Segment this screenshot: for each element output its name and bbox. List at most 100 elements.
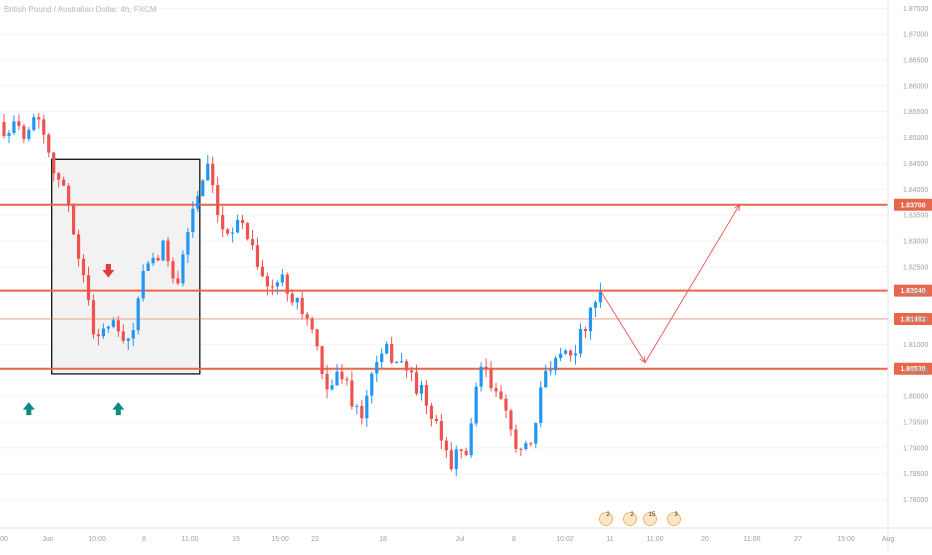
- candle-body: [330, 385, 334, 390]
- price-tick-label: 1.79500: [903, 419, 928, 426]
- candle-body: [479, 366, 483, 387]
- projection-arrowhead-up: [734, 203, 741, 211]
- event-count: 2: [606, 512, 610, 518]
- candle-body: [474, 386, 478, 424]
- level-label: 1.81492: [900, 316, 925, 323]
- candle-body: [400, 361, 404, 363]
- range-box-layer: [51, 158, 201, 375]
- candle-body: [22, 125, 26, 139]
- candle-body: [573, 353, 578, 356]
- candle-body: [265, 276, 270, 287]
- candle-body: [221, 215, 225, 230]
- price-tick-label: 1.85500: [903, 109, 928, 116]
- candle-body: [86, 275, 91, 301]
- candle-body: [583, 328, 588, 332]
- candle-body: [47, 134, 51, 153]
- price-tick-label: 1.78000: [903, 497, 928, 504]
- candle-body: [280, 274, 284, 283]
- candle-body: [419, 385, 424, 394]
- time-tick-label: Jul: [456, 536, 465, 543]
- candle-body: [519, 448, 523, 450]
- candle-body: [315, 329, 319, 347]
- candle-body: [439, 421, 443, 441]
- candle-body: [52, 152, 56, 174]
- candle-body: [484, 366, 488, 370]
- candle-body: [375, 362, 379, 374]
- candle-body: [390, 343, 394, 363]
- candle-body: [449, 450, 453, 470]
- time-tick-label: 22: [311, 536, 319, 543]
- event-circle: [623, 512, 637, 526]
- time-tick-label: 11:00: [647, 536, 664, 543]
- level-label: 1.80530: [900, 366, 925, 373]
- candle-body: [295, 297, 299, 303]
- candle-body: [469, 423, 473, 456]
- up-arrow-marker: [112, 402, 125, 416]
- candle-body: [226, 229, 230, 234]
- candle-body: [568, 350, 573, 356]
- candle-body: [76, 234, 81, 259]
- candle-body: [360, 405, 364, 419]
- time-tick-label: :00: [0, 536, 8, 543]
- candle-body: [534, 423, 538, 444]
- candle-body: [161, 240, 165, 261]
- candle-body: [71, 205, 76, 235]
- candle-body: [514, 429, 518, 449]
- candle-body: [504, 398, 508, 411]
- candle-body: [370, 373, 374, 396]
- candle-body: [380, 353, 384, 363]
- candle-body: [598, 291, 602, 303]
- candles-layer: [2, 112, 602, 477]
- candle-body: [355, 405, 359, 407]
- level-badge: [894, 284, 932, 297]
- candle-body: [37, 117, 41, 120]
- candle-body: [186, 232, 190, 255]
- candle-body: [250, 239, 255, 246]
- candle-body: [494, 388, 498, 392]
- candle-body: [350, 380, 354, 407]
- candle-body: [300, 297, 304, 315]
- candle-body: [325, 373, 329, 390]
- price-tick-label: 1.87500: [903, 6, 928, 13]
- event-marker: 3: [667, 512, 681, 526]
- level-badge: [894, 362, 932, 375]
- candle-body: [176, 278, 180, 284]
- candle-body: [275, 282, 279, 287]
- candle-body: [424, 385, 429, 406]
- candle-body: [151, 257, 155, 264]
- time-tick-label: Jun: [42, 536, 53, 543]
- time-tick-label: 15:00: [271, 536, 289, 543]
- candle-body: [395, 362, 399, 364]
- candle-body: [564, 350, 568, 354]
- event-count: 2: [630, 512, 634, 518]
- candle-body: [216, 185, 220, 216]
- candle-body: [549, 370, 553, 372]
- level-badge: [894, 198, 932, 211]
- candle-body: [136, 298, 140, 331]
- candle-body: [201, 180, 205, 197]
- time-tick-label: 15: [232, 536, 240, 543]
- event-count: 15: [649, 512, 656, 518]
- candle-body: [365, 395, 369, 419]
- candle-body: [593, 302, 598, 308]
- candle-body: [156, 257, 160, 261]
- candle-body: [270, 286, 274, 288]
- candle-body: [81, 258, 86, 276]
- candle-body: [96, 334, 101, 337]
- projection-arrowhead-down: [639, 356, 646, 364]
- event-circle: [643, 512, 657, 526]
- time-tick-label: 8: [142, 536, 146, 543]
- candle-body: [559, 353, 563, 359]
- event-circle: [667, 512, 681, 526]
- candle-body: [235, 219, 240, 233]
- candle-body: [42, 119, 46, 135]
- time-tick-label: 15:00: [837, 536, 855, 543]
- time-tick-label: 11:00: [744, 536, 761, 543]
- candle-body: [67, 185, 71, 206]
- candle-body: [196, 196, 200, 209]
- level-lines-layer: 1.83700 1.82040 1.81492 1.80530: [0, 198, 932, 375]
- candle-body: [106, 326, 110, 329]
- level-label: 1.83700: [900, 202, 925, 209]
